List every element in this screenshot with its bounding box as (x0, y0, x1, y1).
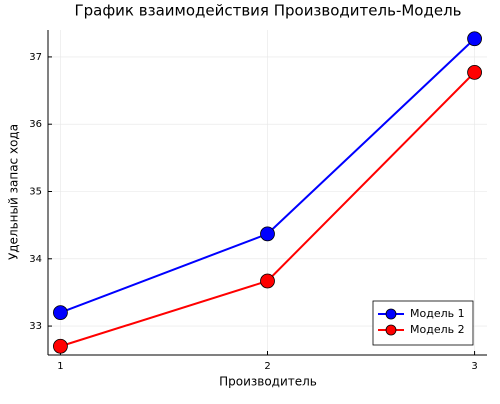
y-tick-label: 36 (29, 119, 42, 130)
point (260, 273, 275, 289)
y-axis-label: Удельный запас хода (7, 124, 21, 260)
y-tick-label: 33 (29, 321, 42, 332)
point (260, 226, 275, 242)
point (467, 64, 482, 80)
y-tick-label: 35 (29, 186, 42, 197)
x-axis-label: Производитель (219, 375, 317, 389)
legend-marker (385, 324, 397, 336)
y-tick-label: 37 (29, 52, 42, 63)
x-tick-label: 1 (57, 361, 63, 372)
point (53, 338, 68, 354)
legend-box (372, 300, 474, 346)
point (53, 305, 68, 321)
x-tick-label: 2 (264, 361, 270, 372)
point (467, 31, 482, 47)
y-tick-label: 34 (29, 254, 42, 265)
chart-title: График взаимодействия Производитель-Моде… (74, 2, 461, 20)
legend-label: Модель 2 (410, 323, 465, 336)
x-tick-label: 3 (471, 361, 477, 372)
legend-marker (385, 308, 397, 320)
legend-label: Модель 1 (410, 307, 465, 320)
